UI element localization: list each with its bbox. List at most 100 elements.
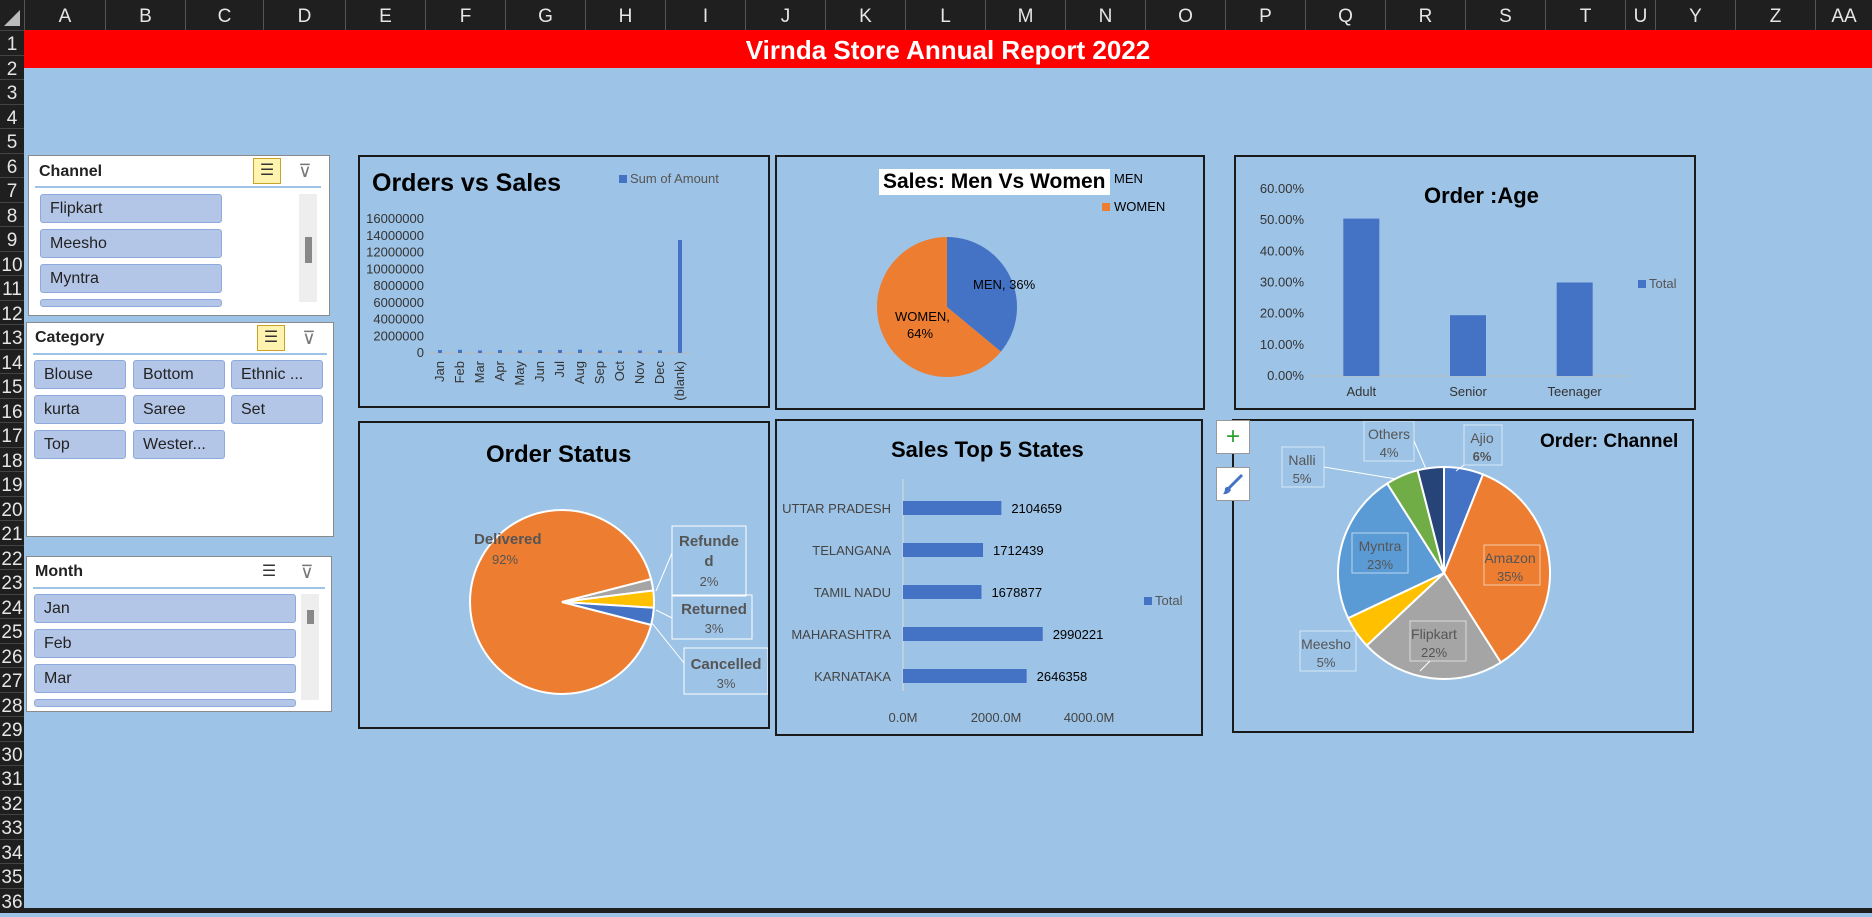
column-header-j[interactable]: J [745,0,825,30]
orders-vs-sales-chart[interactable]: Orders vs Sales 16000000 14000000 12000000… [358,155,770,408]
column-header-f[interactable]: F [425,0,505,30]
slicer-item-kurta[interactable]: kurta [34,395,126,424]
order-age-chart[interactable]: Order :Age 60.00% 50.00% 40.00% 30.00% 20.00… [1234,155,1696,410]
row-header-1[interactable]: 1 [0,30,24,55]
row-header-31[interactable]: 31 [0,765,24,790]
column-header-i[interactable]: I [665,0,745,30]
multi-select-icon[interactable]: ☰ [255,559,283,585]
column-header-l[interactable]: L [905,0,985,30]
column-header-a[interactable]: A [24,0,105,30]
row-header-14[interactable]: 14 [0,348,24,374]
column-header-d[interactable]: D [263,0,345,30]
row-header-13[interactable]: 13 [0,324,24,349]
slicer-item-bottom[interactable]: Bottom [133,360,225,389]
column-header-u[interactable]: U [1625,0,1655,30]
scrollbar-thumb[interactable] [305,237,312,263]
slicer-item-ethnic[interactable]: Ethnic ... [231,360,323,389]
column-header-q[interactable]: Q [1305,0,1385,30]
column-header-y[interactable]: Y [1655,0,1735,30]
column-header-s[interactable]: S [1465,0,1545,30]
column-header-n[interactable]: N [1065,0,1145,30]
column-header-b[interactable]: B [105,0,185,30]
slicer-item-meesho[interactable]: Meesho [40,229,222,258]
slicer-item-top[interactable]: Top [34,430,126,459]
column-header-o[interactable]: O [1145,0,1225,30]
row-header-10[interactable]: 10 [0,250,24,276]
column-header-k[interactable]: K [825,0,905,30]
row-header-8[interactable]: 8 [0,201,24,227]
slicer-item-mar[interactable]: Mar [34,664,296,693]
column-header-aa[interactable]: AA [1815,0,1872,30]
row-header-20[interactable]: 20 [0,495,24,521]
row-header-2[interactable]: 2 [0,54,24,80]
column-header-p[interactable]: P [1225,0,1305,30]
row-header-5[interactable]: 5 [0,128,24,153]
row-header-7[interactable]: 7 [0,177,24,202]
slicer-item-myntra[interactable]: Myntra [40,264,222,293]
column-header-h[interactable]: H [585,0,665,30]
clear-filter-icon[interactable]: ⊽ [300,562,314,582]
row-header-28[interactable]: 28 [0,691,24,717]
row-header-25[interactable]: 25 [0,618,24,643]
row-header-32[interactable]: 32 [0,789,24,815]
column-header-c[interactable]: C [185,0,263,30]
row-header-35[interactable]: 35 [0,863,24,888]
row-header-21[interactable]: 21 [0,520,24,545]
clear-filter-icon[interactable]: ⊽ [302,328,316,348]
row-header-15[interactable]: 15 [0,373,24,398]
row-header-18[interactable]: 18 [0,446,24,472]
add-chart-element-button[interactable]: + [1216,420,1250,454]
multi-select-icon[interactable]: ☰ [253,158,281,184]
row-header-27[interactable]: 27 [0,667,24,692]
row-header-12[interactable]: 12 [0,299,24,325]
slicer-item-blouse[interactable]: Blouse [34,360,126,389]
channel-slicer[interactable]: Channel ☰ ⊽ Flipkart Meesho Myntra [28,155,330,316]
row-header-bar: 1 2 3 4 5 6 7 8 9 10 11 12 13 14 15 16 17 18 19 20 21 22 23 24 2… [0,30,24,913]
slicer-scrollbar[interactable] [301,594,319,700]
column-header-r[interactable]: R [1385,0,1465,30]
select-all-corner[interactable] [0,0,24,30]
column-header-e[interactable]: E [345,0,425,30]
row-header-23[interactable]: 23 [0,569,24,594]
column-header-g[interactable]: G [505,0,585,30]
column-header-z[interactable]: Z [1735,0,1815,30]
row-header-17[interactable]: 17 [0,422,24,447]
slicer-item-western[interactable]: Wester... [133,430,225,459]
multi-select-icon[interactable]: ☰ [257,325,285,351]
slicer-item-jan[interactable]: Jan [34,594,296,623]
clear-filter-icon[interactable]: ⊽ [298,161,312,181]
slicer-item-feb[interactable]: Feb [34,629,296,658]
row-header-33[interactable]: 33 [0,814,24,839]
order-status-chart[interactable]: Order Status Delivered 92% Refunde d 2% Retur… [358,421,770,729]
column-header-m[interactable]: M [985,0,1065,30]
x-tick-label: Adult [1347,384,1377,399]
category-slicer[interactable]: Category ☰ ⊽ Blouse Bottom Ethnic ... ku… [26,322,334,537]
order-channel-chart[interactable]: Order: Channel Ajio 6% Amazon 35% Flipkart 22… [1232,419,1694,733]
month-slicer[interactable]: Month ☰ ⊽ Jan Feb Mar [26,556,332,712]
column-header-t[interactable]: T [1545,0,1625,30]
row-header-4[interactable]: 4 [0,103,24,129]
row-header-9[interactable]: 9 [0,226,24,251]
row-header-34[interactable]: 34 [0,838,24,864]
row-header-16[interactable]: 16 [0,397,24,423]
row-header-11[interactable]: 11 [0,275,24,300]
row-header-29[interactable]: 29 [0,716,24,741]
row-header-6[interactable]: 6 [0,152,24,178]
slicer-item-set[interactable]: Set [231,395,323,424]
slicer-scrollbar[interactable] [299,194,317,302]
row-header-19[interactable]: 19 [0,471,24,496]
row-header-30[interactable]: 30 [0,740,24,766]
row-header-26[interactable]: 26 [0,642,24,668]
row-header-24[interactable]: 24 [0,593,24,619]
slicer-item-saree[interactable]: Saree [133,395,225,424]
sales-top-states-chart[interactable]: Sales Top 5 States UTTAR PRADESH 2104659 T… [775,419,1203,736]
slicer-item-flipkart[interactable]: Flipkart [40,194,222,223]
sales-men-women-chart[interactable]: MEN, 36% WOMEN, 64% MEN WOMEN Sales: Men Vs … [775,155,1205,410]
slicer-title: Channel [39,163,103,180]
row-header-36[interactable]: 36 [0,887,24,913]
row-header-22[interactable]: 22 [0,544,24,570]
y-tick-label: 60.00% [1260,181,1305,196]
chart-styles-button[interactable] [1216,467,1250,501]
row-header-3[interactable]: 3 [0,79,24,104]
scrollbar-thumb[interactable] [307,610,314,624]
